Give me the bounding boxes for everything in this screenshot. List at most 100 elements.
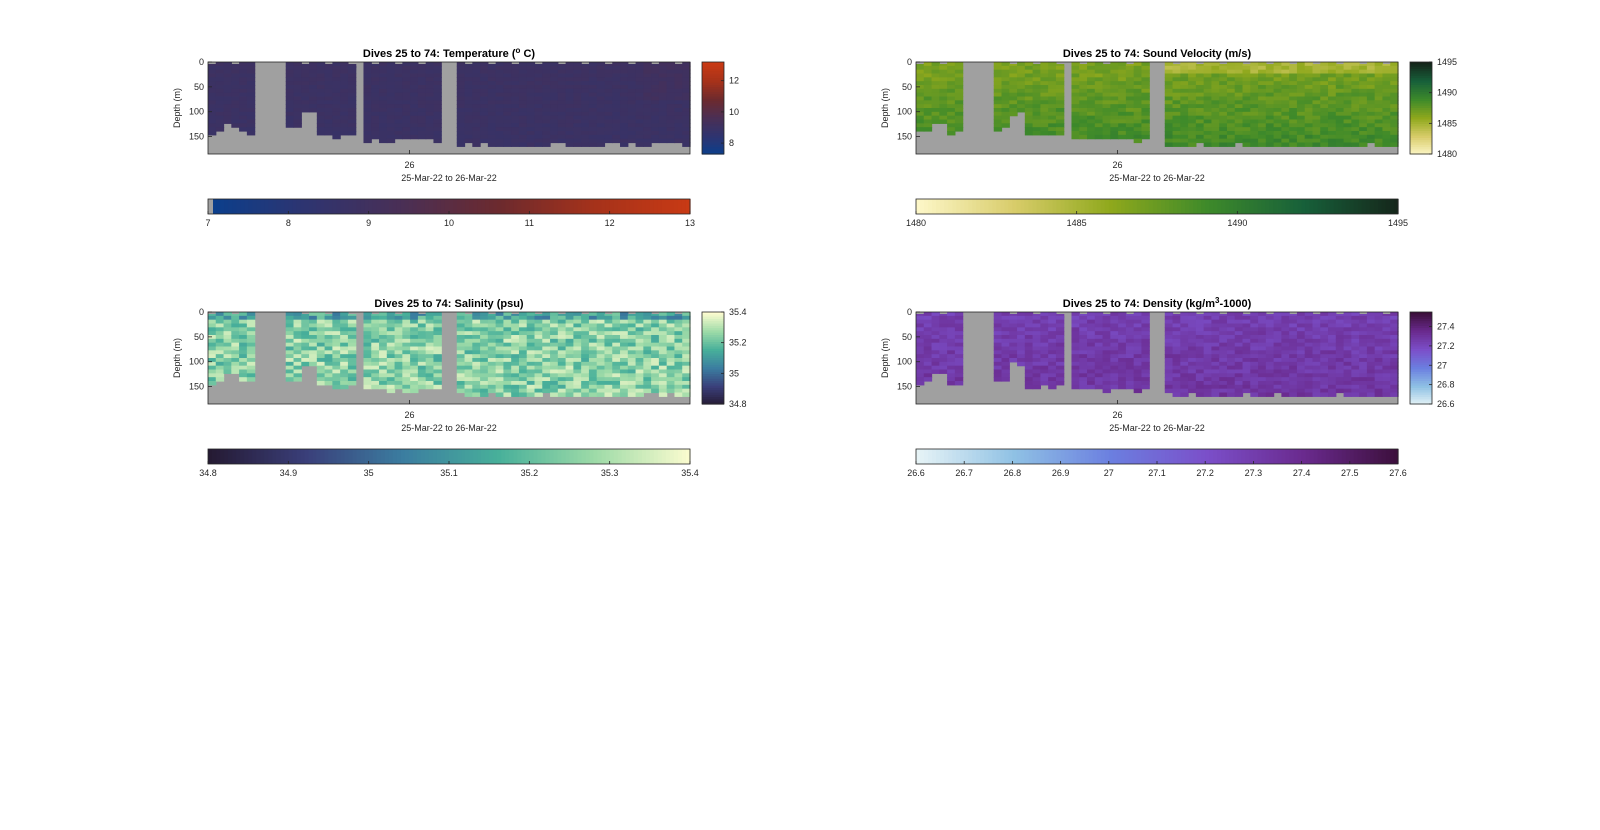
heatmap-cell [1055, 127, 1065, 132]
axes-frame [915, 61, 1399, 155]
colorbar-bottom-segment [1273, 199, 1279, 214]
heatmap-cell [588, 361, 598, 367]
heatmap-cell [1172, 104, 1181, 109]
heatmap-cell [386, 62, 396, 67]
heatmap-cell [1203, 358, 1213, 363]
heatmap-cell [1125, 342, 1135, 348]
heatmap-cell [1164, 131, 1174, 136]
heatmap-cell [425, 358, 435, 363]
heatmap-cell [231, 327, 240, 332]
heatmap-cell [332, 69, 341, 75]
heatmap-cell [208, 115, 217, 121]
colorbar-right-segment [702, 390, 724, 394]
heatmap-cell [1258, 69, 1267, 75]
colorbar-bottom-segment [1381, 199, 1387, 214]
heatmap-cell [1203, 81, 1213, 86]
heatmap-cell [1133, 354, 1143, 359]
colorbar-bottom-segment [509, 449, 514, 464]
heatmap-cell [931, 69, 940, 75]
heatmap-cell [1312, 365, 1321, 371]
heatmap-cell [658, 85, 668, 90]
heatmap-cell [620, 65, 629, 71]
heatmap-cell [635, 384, 644, 390]
heatmap-cell [1390, 108, 1399, 113]
heatmap-cell [1055, 119, 1065, 124]
heatmap-cell [215, 335, 225, 340]
colorbar-bottom-segment [1353, 199, 1359, 214]
heatmap-cell [511, 77, 520, 82]
heatmap-cell [1071, 65, 1080, 71]
heatmap-cell [931, 85, 940, 90]
heatmap-cell [1304, 142, 1314, 147]
colorbar-bottom-nan-swatch [208, 199, 213, 214]
heatmap-cell [511, 315, 520, 321]
heatmap-cell [495, 342, 505, 348]
heatmap-cell [487, 331, 497, 336]
colorbar-bottom-segment [372, 449, 378, 464]
heatmap-cell [1351, 96, 1360, 101]
heatmap-cell [332, 77, 341, 82]
heatmap-cell [379, 327, 388, 332]
heatmap-cell [495, 119, 505, 124]
heatmap-cell [1382, 127, 1391, 132]
heatmap-cell [1359, 388, 1368, 394]
heatmap-cell [1024, 131, 1034, 136]
colorbar-bottom-segment [368, 449, 374, 464]
heatmap-cell [651, 92, 660, 98]
heatmap-cell [293, 315, 302, 321]
colorbar-right-segment [702, 89, 724, 93]
heatmap-cell [1087, 338, 1096, 344]
heatmap-cell [1133, 69, 1143, 75]
heatmap-cell [643, 131, 652, 136]
heatmap-cell [1234, 85, 1244, 90]
heatmap-cell [402, 373, 411, 378]
heatmap-cell [542, 369, 551, 374]
heatmap-cell [1032, 346, 1041, 351]
heatmap-cell [1125, 381, 1135, 386]
heatmap-cell [1141, 381, 1150, 386]
heatmap-cell [239, 65, 248, 71]
colorbar-right-segment [702, 71, 724, 75]
heatmap-cell [1211, 392, 1220, 397]
heatmap-cell [627, 369, 637, 374]
heatmap-cell [511, 142, 520, 147]
heatmap-cell [208, 365, 217, 371]
heatmap-cell [627, 115, 637, 121]
heatmap-cell [557, 85, 567, 90]
heatmap-cell [472, 77, 481, 82]
heatmap-cell [487, 342, 497, 348]
heatmap-cell [573, 65, 582, 71]
colorbar-right-segment [702, 316, 724, 320]
heatmap-cell [231, 315, 240, 321]
heatmap-cell [487, 111, 497, 117]
heatmap-cell [1242, 381, 1251, 386]
colorbar-right-frame [1409, 61, 1433, 155]
colorbar-right-segment [1410, 73, 1432, 77]
heatmap-cell [1055, 335, 1065, 340]
heatmap-cell [1219, 388, 1228, 394]
heatmap-cell [643, 108, 652, 113]
colorbar-bottom-segment [1281, 199, 1287, 214]
heatmap-cell [1359, 108, 1368, 113]
heatmap-cell [1258, 96, 1267, 101]
colorbar-bottom-segment [465, 449, 470, 464]
heatmap-cell [239, 361, 248, 367]
heatmap-cell [363, 138, 372, 144]
heatmap-cell [1040, 92, 1049, 98]
heatmap-cell [1335, 315, 1345, 321]
heatmap-cell [557, 354, 567, 359]
colorbar-right-segment [1410, 94, 1432, 98]
heatmap-cell [1382, 77, 1391, 82]
heatmap-cell [612, 342, 621, 348]
heatmap-cell [542, 312, 551, 317]
heatmap-cell [511, 131, 520, 136]
heatmap-cell [620, 358, 629, 363]
heatmap-cell [658, 388, 668, 394]
heatmap-cell [1024, 123, 1034, 128]
heatmap-cell [1250, 104, 1259, 109]
heatmap-cell [643, 104, 652, 109]
heatmap-cell [954, 338, 964, 344]
heatmap-cell [301, 65, 310, 71]
heatmap-cell [347, 96, 357, 101]
heatmap-cell [285, 69, 295, 75]
